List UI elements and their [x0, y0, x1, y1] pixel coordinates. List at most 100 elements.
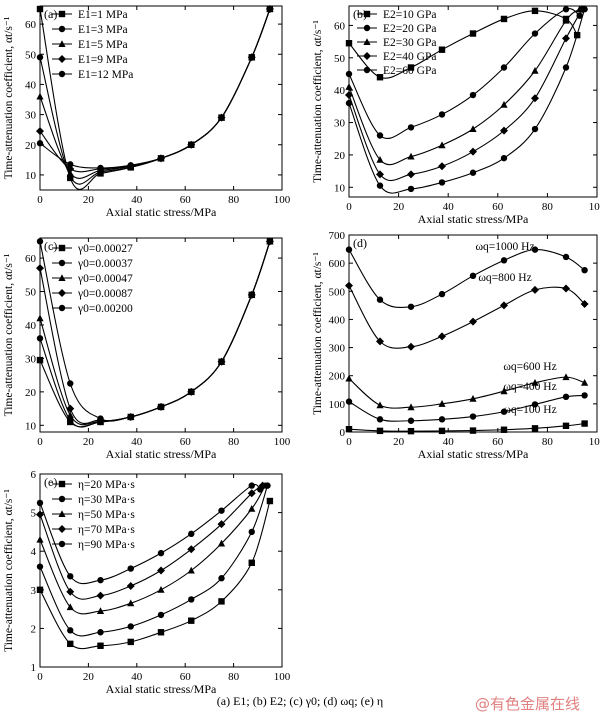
x-tick-label: 60: [180, 194, 192, 206]
data-point: [188, 530, 195, 538]
data-point: [500, 15, 508, 23]
x-tick-label: 60: [492, 201, 504, 213]
data-point: [36, 586, 44, 593]
data-point: [36, 535, 44, 543]
y-tick-label: 1: [31, 662, 37, 674]
y-axis-label: Time-attenuation coefficient, αt/s⁻¹: [312, 252, 324, 415]
y-tick-label: 50: [334, 53, 346, 65]
data-point: [66, 587, 75, 596]
y-axis-label: Time-attenuation coefficient, αt/s⁻¹: [3, 489, 15, 652]
data-point: [500, 100, 508, 108]
x-tick-label: 80: [542, 436, 554, 448]
data-point: [438, 416, 446, 423]
data-point: [376, 182, 384, 189]
data-point: [157, 549, 165, 557]
data-point: [500, 426, 508, 433]
data-point: [127, 162, 134, 169]
data-point: [157, 586, 165, 593]
series-5: [36, 238, 274, 422]
data-point: [376, 296, 384, 303]
series-4: [36, 481, 267, 600]
series-line: [39, 485, 263, 600]
x-axis-label: Axial static stress/MPa: [418, 447, 529, 461]
data-point: [500, 64, 508, 71]
panel-label: (c): [44, 239, 57, 253]
data-point: [36, 264, 44, 273]
x-axis-label: Axial static stress/MPa: [106, 205, 217, 219]
series-label: ωq=600 Hz: [503, 361, 556, 373]
series-line: [39, 8, 271, 185]
data-point: [36, 563, 44, 570]
y-axis-label: Time-attenuation coefficient, αt/s⁻¹: [3, 16, 15, 179]
data-point: [36, 335, 44, 342]
legend-marker: [363, 38, 371, 45]
series-line: [39, 500, 271, 650]
data-point: [376, 337, 384, 346]
series-2: [36, 238, 274, 428]
data-point: [96, 607, 105, 615]
legend-marker: [58, 55, 66, 63]
data-point: [67, 640, 74, 648]
data-point: [188, 388, 195, 396]
data-point: [97, 415, 104, 422]
data-point: [438, 400, 446, 407]
legend-entry: E1=1 MPa: [78, 9, 128, 21]
legend-marker: [58, 540, 66, 548]
legend-marker: [58, 274, 66, 281]
y-tick-label: 40: [25, 320, 37, 332]
y-tick-label: 30: [25, 110, 37, 122]
legend-marker: [58, 70, 66, 78]
y-tick-label: 5: [31, 508, 37, 520]
data-point: [217, 520, 226, 529]
y-tick-label: 2: [31, 623, 37, 635]
x-tick-label: 80: [542, 201, 554, 213]
x-tick-label: 20: [393, 436, 405, 448]
data-point: [376, 427, 384, 435]
x-tick-label: 100: [274, 436, 291, 448]
legend-marker: [58, 40, 66, 47]
legend-entry: γ0=0.00087: [77, 288, 133, 300]
data-point: [531, 246, 539, 253]
data-point: [248, 528, 255, 536]
data-point: [407, 342, 415, 351]
series-5: [36, 482, 264, 585]
series-line: [39, 8, 271, 173]
legend-entry: η=70 MPa·s: [78, 524, 135, 536]
series-1: [345, 7, 581, 81]
data-point: [257, 486, 264, 493]
x-tick-label: 80: [228, 436, 240, 448]
data-point: [127, 623, 134, 630]
series-3: [345, 5, 584, 166]
legend-entry: E2=60 GPa: [383, 65, 436, 77]
series-1: [36, 497, 274, 650]
data-point: [438, 141, 446, 149]
data-point: [438, 46, 446, 53]
legend-marker: [58, 25, 66, 33]
series-label: ωq=800 Hz: [478, 272, 531, 284]
data-point: [36, 5, 44, 13]
series-1: [36, 238, 274, 428]
series-2: [36, 5, 274, 185]
data-point: [36, 499, 44, 507]
plot-frame: [39, 5, 283, 191]
legend-marker: [58, 480, 66, 488]
x-axis-label: Axial static stress/MPa: [106, 447, 217, 461]
x-tick-label: 100: [274, 194, 291, 206]
data-point: [67, 417, 74, 424]
plot-frame: [39, 473, 283, 668]
y-tick-label: 300: [329, 343, 346, 355]
data-point: [562, 16, 570, 24]
x-tick-label: 20: [393, 201, 405, 213]
legend-entry: E2=40 GPa: [383, 51, 436, 63]
data-point: [217, 539, 226, 547]
data-point: [345, 83, 353, 90]
data-point: [562, 284, 570, 293]
y-tick-label: 50: [25, 49, 37, 61]
x-tick-label: 60: [492, 436, 504, 448]
x-tick-label: 100: [274, 671, 291, 683]
legend-marker: [363, 10, 371, 18]
data-point: [67, 573, 74, 580]
data-point: [407, 403, 415, 411]
x-tick-label: 0: [37, 194, 43, 206]
